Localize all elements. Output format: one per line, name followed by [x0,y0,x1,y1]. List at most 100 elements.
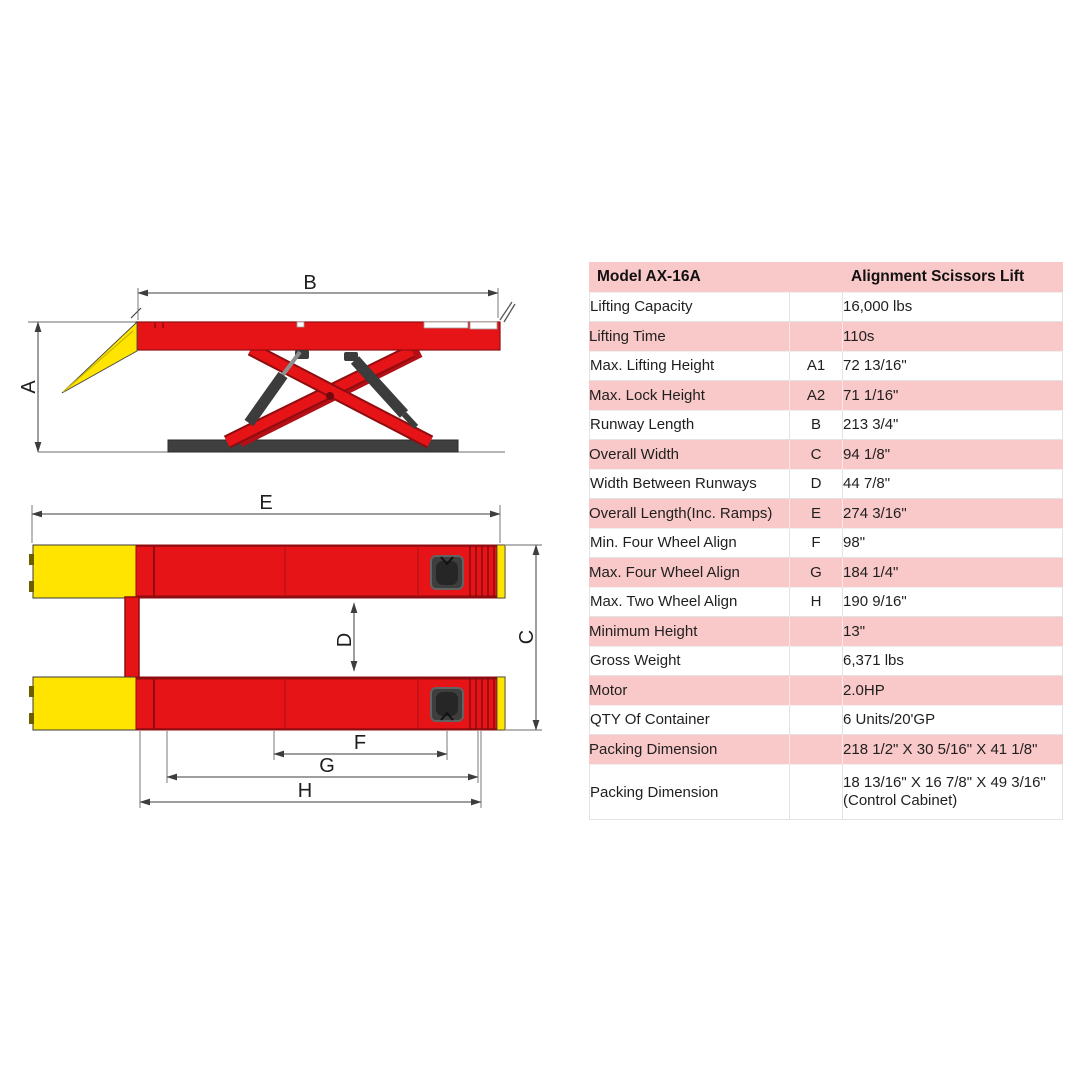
spec-value: 274 3/16" [843,498,1064,528]
dim-label-H: H [298,780,312,802]
spec-letter [790,321,844,351]
table-row: Packing Dimension 218 1/2" X 30 5/16" X … [589,734,1064,764]
table-row: Runway Length B 213 3/4" [589,410,1064,440]
dim-C: C [506,544,542,731]
turntable-bottom [430,687,464,722]
table-row: Max. Two Wheel Align H 190 9/16" [589,587,1064,617]
spec-label: Gross Weight [589,646,790,676]
top-view: E [29,492,542,808]
ramp-bottom [32,676,137,731]
spec-value-line2: (Control Cabinet) [843,792,958,809]
spec-value-line1: 18 13/16" X 16 7/8" X 49 3/16" [843,774,1046,791]
table-header-row: Model AX-16A Alignment Scissors Lift [589,262,1064,292]
spec-value: 2.0HP [843,675,1064,705]
spec-value: 44 7/8" [843,469,1064,499]
table-row: Gross Weight 6,371 lbs [589,646,1064,676]
product-header: Alignment Scissors Lift [843,262,1064,292]
side-view: A B [18,272,516,453]
turntable-top [430,555,464,590]
spec-label: Overall Width [589,439,790,469]
spec-value: 218 1/2" X 30 5/16" X 41 1/8" [843,734,1064,764]
table-row: Lifting Time 110s [589,321,1064,351]
spec-value: 184 1/4" [843,557,1064,587]
dim-H: H [139,731,482,808]
table-row: Max. Lifting Height A1 72 13/16" [589,351,1064,381]
spec-letter: C [790,439,844,469]
spec-label: Lifting Time [589,321,790,351]
spec-value: 18 13/16" X 16 7/8" X 49 3/16" (Control … [843,764,1064,820]
approach-ramp-side [61,307,142,394]
platform-notches [154,321,498,330]
spec-label: Width Between Runways [589,469,790,499]
spec-letter: A2 [790,380,844,410]
table-row: Width Between Runways D 44 7/8" [589,469,1064,499]
table-row: Min. Four Wheel Align F 98" [589,528,1064,558]
spec-label: QTY Of Container [589,705,790,735]
dim-F: F [273,731,448,760]
spec-label: Minimum Height [589,616,790,646]
spec-label: Lifting Capacity [589,292,790,322]
dim-E: E [31,492,501,543]
spec-letter [790,675,844,705]
spec-value: 98" [843,528,1064,558]
runway-top [29,544,506,599]
spec-label: Overall Length(Inc. Ramps) [589,498,790,528]
spec-value: 13" [843,616,1064,646]
spec-letter [790,705,844,735]
dim-label-A: A [18,380,40,394]
spec-letter [790,616,844,646]
dim-label-B: B [303,272,316,294]
lift-technical-drawing: A B E [18,272,542,808]
spec-table: Model AX-16A Alignment Scissors Lift Lif… [589,262,1064,820]
spec-letter: E [790,498,844,528]
spec-value: 16,000 lbs [843,292,1064,322]
spec-label: Packing Dimension [589,734,790,764]
spec-letter: G [790,557,844,587]
table-row: Minimum Height 13" [589,616,1064,646]
spec-value: 190 9/16" [843,587,1064,617]
spec-letter: F [790,528,844,558]
spec-letter [790,734,844,764]
table-row: Overall Width C 94 1/8" [589,439,1064,469]
dim-label-D: D [334,633,356,647]
table-row: Max. Lock Height A2 71 1/16" [589,380,1064,410]
table-row: Max. Four Wheel Align G 184 1/4" [589,557,1064,587]
crossbar [124,596,140,679]
spec-letter [790,764,844,820]
spec-label: Max. Lifting Height [589,351,790,381]
spec-value: 6 Units/20'GP [843,705,1064,735]
table-row: Motor 2.0HP [589,675,1064,705]
ramp-top [32,544,137,599]
runway-bottom [29,676,506,731]
dim-label-C: C [516,630,538,644]
spec-label: Min. Four Wheel Align [589,528,790,558]
table-row: Overall Length(Inc. Ramps) E 274 3/16" [589,498,1064,528]
spec-letter: H [790,587,844,617]
spec-label: Motor [589,675,790,705]
spec-label: Runway Length [589,410,790,440]
spec-letter: B [790,410,844,440]
dim-G: G [166,731,479,783]
dim-D: D [334,602,358,672]
spec-letter: A1 [790,351,844,381]
dim-label-F: F [354,732,366,754]
spec-value: 213 3/4" [843,410,1064,440]
spec-label: Max. Four Wheel Align [589,557,790,587]
spec-value: 110s [843,321,1064,351]
table-row: Packing Dimension 18 13/16" X 16 7/8" X … [589,764,1064,820]
wheel-stop [499,301,516,323]
dim-label-E: E [259,492,272,514]
hydraulic-cylinders [244,350,419,430]
dim-B: B [137,272,499,320]
spec-label: Max. Two Wheel Align [589,587,790,617]
spec-value: 6,371 lbs [843,646,1064,676]
dim-A: A [18,321,136,453]
spec-value: 71 1/16" [843,380,1064,410]
center-pivot [326,392,334,400]
table-row: Lifting Capacity 16,000 lbs [589,292,1064,322]
scissor-arms [223,342,434,449]
dim-label-G: G [319,755,335,777]
spec-letter: D [790,469,844,499]
spec-letter [790,646,844,676]
